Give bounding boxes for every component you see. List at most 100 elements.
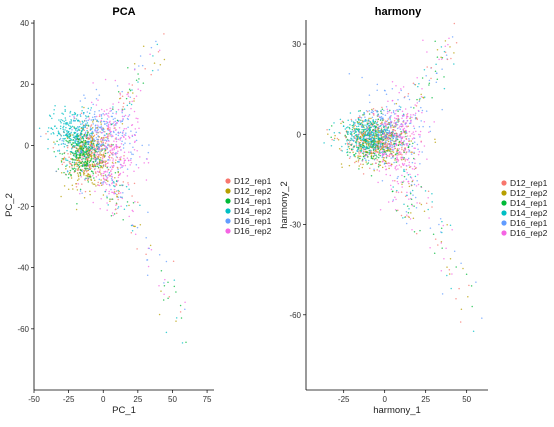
data-point (373, 114, 375, 116)
data-point (109, 135, 111, 137)
data-point (401, 142, 403, 145)
data-point (147, 151, 150, 154)
data-point (384, 114, 387, 117)
data-point (402, 130, 405, 132)
data-point (47, 130, 49, 133)
data-point (98, 162, 101, 164)
data-point (88, 146, 91, 149)
data-point (133, 170, 135, 172)
data-point (104, 78, 107, 81)
data-point (69, 122, 71, 125)
data-point (64, 158, 67, 160)
data-point (79, 157, 82, 159)
data-point (146, 259, 148, 261)
data-point (147, 161, 150, 164)
data-point (392, 126, 394, 128)
data-point (99, 114, 101, 116)
data-point (57, 168, 60, 170)
data-point (92, 165, 95, 168)
data-point (64, 117, 67, 119)
data-point (155, 40, 157, 43)
data-point (62, 126, 64, 129)
data-point (419, 130, 422, 133)
data-point (413, 83, 416, 86)
data-point (370, 130, 373, 133)
data-point (119, 156, 121, 159)
data-point (412, 217, 415, 219)
data-point (384, 160, 387, 162)
data-point (387, 143, 390, 146)
data-point (70, 173, 72, 176)
data-point (85, 167, 87, 170)
data-point (104, 145, 106, 147)
data-point (400, 89, 402, 92)
data-point (107, 129, 110, 131)
data-point (429, 246, 431, 249)
data-point (107, 125, 110, 127)
data-point (408, 122, 411, 125)
data-point (137, 81, 139, 83)
data-point (419, 163, 421, 165)
data-point (86, 129, 88, 132)
data-point (348, 142, 350, 145)
data-point (100, 150, 102, 152)
data-point (64, 143, 66, 146)
data-point (444, 45, 447, 48)
data-point (133, 69, 136, 71)
data-point (400, 88, 402, 90)
data-point (116, 152, 119, 155)
data-point (95, 131, 98, 134)
data-point (127, 182, 129, 184)
data-point (114, 185, 116, 188)
data-point (417, 173, 419, 176)
data-point (96, 170, 99, 173)
data-point (71, 161, 74, 164)
data-point (393, 161, 395, 164)
data-point (63, 134, 65, 137)
data-point (84, 161, 86, 163)
data-point (66, 137, 69, 139)
data-point (91, 148, 93, 150)
data-point (411, 138, 414, 140)
data-point (112, 106, 114, 108)
data-point (95, 88, 98, 91)
data-point (402, 86, 405, 88)
data-point (368, 124, 370, 127)
data-point (400, 191, 403, 193)
data-point (348, 164, 351, 167)
data-point (407, 215, 410, 218)
data-point (138, 78, 140, 80)
data-point (451, 229, 453, 231)
data-point (361, 134, 364, 136)
data-point (414, 162, 416, 164)
data-point (74, 128, 77, 130)
data-point (364, 148, 366, 151)
data-point (374, 140, 376, 142)
data-point (354, 124, 356, 127)
data-point (391, 80, 394, 83)
data-point (347, 119, 349, 122)
data-point (74, 156, 77, 158)
data-point (122, 135, 125, 138)
data-point (96, 119, 98, 121)
data-point (88, 154, 90, 157)
data-point (87, 165, 89, 167)
data-point (101, 131, 104, 134)
data-point (123, 159, 126, 162)
data-point (373, 144, 375, 147)
data-point (94, 158, 96, 160)
data-point (418, 125, 421, 128)
data-point (122, 108, 124, 111)
data-point (98, 141, 100, 143)
data-point (398, 152, 400, 154)
data-point (59, 137, 62, 140)
data-point (361, 123, 364, 126)
y-tick-label: -60 (289, 311, 301, 320)
data-point (378, 170, 381, 172)
data-point (448, 268, 451, 271)
data-point (117, 168, 119, 171)
data-point (380, 112, 383, 115)
data-point (84, 136, 87, 138)
data-point (385, 168, 388, 170)
data-point (340, 149, 342, 152)
